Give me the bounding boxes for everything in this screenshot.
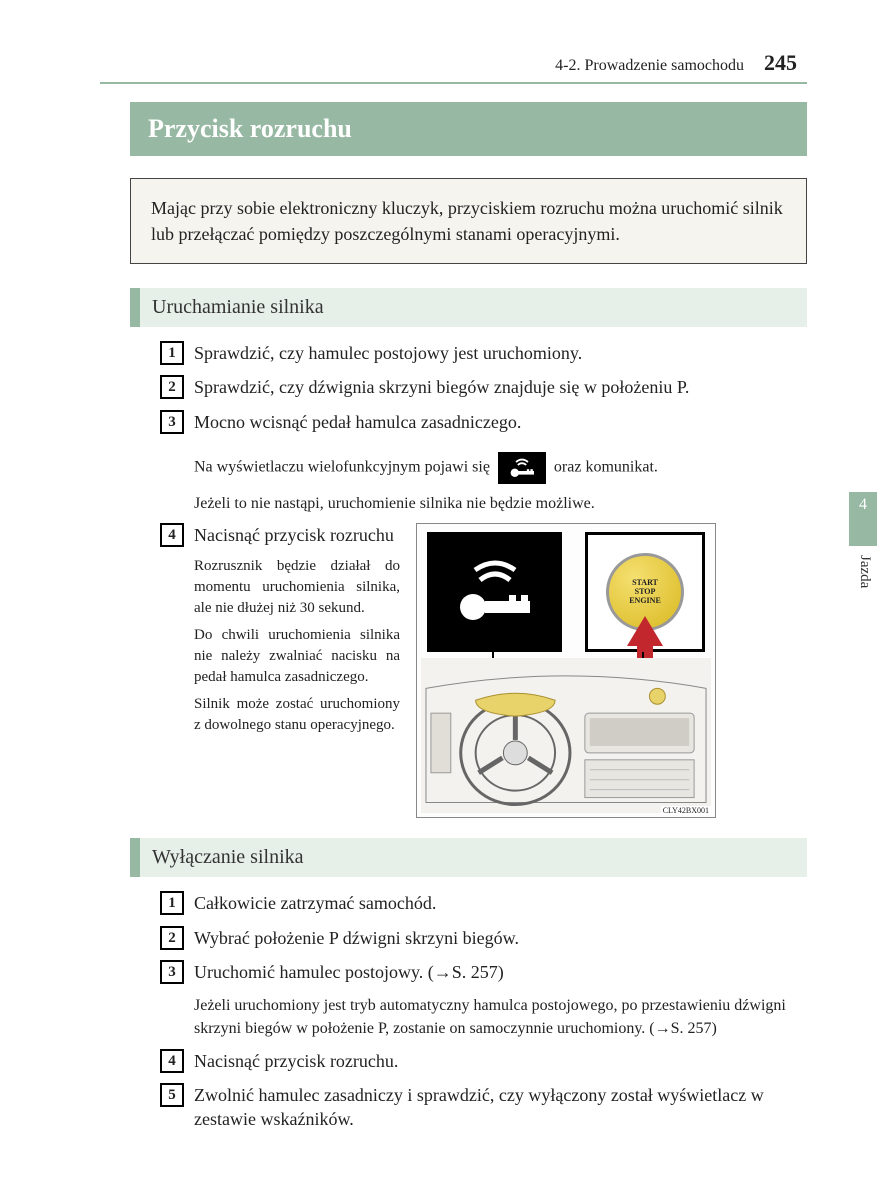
step-text: Sprawdzić, czy hamulec postojowy jest ur… (194, 341, 807, 365)
start-steps-1-3: 1 Sprawdzić, czy hamulec postojowy jest … (160, 341, 807, 434)
step-row: 1 Sprawdzić, czy hamulec postojowy jest … (160, 341, 807, 365)
step-text: Nacisnąć przycisk rozruchu. (194, 1049, 807, 1073)
dashboard-figure: START STOP ENGINE (416, 523, 716, 818)
subtext-pre: Na wyświetlaczu wielofunkcyjnym pojawi s… (194, 459, 490, 476)
substep-auto-brake: Jeżeli uruchomiony jest tryb automatyczn… (194, 994, 807, 1040)
step-text: Nacisnąć przycisk rozruchu (194, 523, 400, 547)
stop-steps: 1 Całkowicie zatrzymać samochód. 2 Wybra… (160, 891, 807, 1131)
callout-key-display (427, 532, 562, 652)
step-number: 3 (160, 960, 184, 984)
step-text: Sprawdzić, czy dźwignia skrzyni biegów z… (194, 375, 807, 399)
step-row: 2 Sprawdzić, czy dźwignia skrzyni biegów… (160, 375, 807, 399)
step4-text-column: 4 Nacisnąć przycisk rozruchu Rozrusznik … (160, 523, 400, 741)
step-row: 4 Nacisnąć przycisk rozruchu. (160, 1049, 807, 1073)
step-number: 2 (160, 926, 184, 950)
subtext-post: oraz komunikat. (554, 459, 658, 476)
key-signal-icon (498, 452, 546, 484)
step-number: 4 (160, 1049, 184, 1073)
step-text: Wybrać położenie P dźwigni skrzyni biegó… (194, 926, 807, 950)
section-heading-start: Uruchamianie silnika (130, 288, 807, 327)
step-number: 2 (160, 375, 184, 399)
substep-display-icon: Na wyświetlaczu wielofunkcyjnym pojawi s… (194, 452, 807, 484)
step-number: 1 (160, 891, 184, 915)
step-row: 5 Zwolnić hamulec zasadniczy i sprawdzić… (160, 1083, 807, 1132)
substep-warning: Jeżeli to nie nastąpi, uruchomienie siln… (194, 492, 807, 515)
step-row: 3 Uruchomić hamulec postojowy. (→S. 257) (160, 960, 807, 984)
chapter-reference: 4-2. Prowadzenie samochodu (555, 57, 744, 75)
step4-para: Silnik może zostać uruchomiony z dowolne… (194, 694, 400, 736)
page-header: 4-2. Prowadzenie samochodu 245 (100, 50, 807, 76)
step-text: Uruchomić hamulec postojowy. (→S. 257) (194, 960, 807, 984)
step-text: Mocno wcisnąć pedał hamulca zasadniczego… (194, 410, 807, 434)
step4-para: Rozrusznik będzie działał do momentu uru… (194, 556, 400, 619)
step-text: Całkowicie zatrzymać samochód. (194, 891, 807, 915)
step-row: 4 Nacisnąć przycisk rozruchu (160, 523, 400, 547)
page-title: Przycisk rozruchu (130, 102, 807, 156)
step-row: 1 Całkowicie zatrzymać samochód. (160, 891, 807, 915)
step-number: 1 (160, 341, 184, 365)
btn-line3: ENGINE (629, 597, 661, 606)
step4-with-figure: 4 Nacisnąć przycisk rozruchu Rozrusznik … (160, 523, 807, 818)
step4-para: Do chwili uruchomienia silnika nie należ… (194, 625, 400, 688)
key-signal-large-icon (445, 552, 545, 632)
header-rule (100, 82, 807, 84)
page-content: 4-2. Prowadzenie samochodu 245 Przycisk … (0, 0, 877, 1181)
step-row: 3 Mocno wcisnąć pedał hamulca zasadnicze… (160, 410, 807, 434)
step-number: 5 (160, 1083, 184, 1107)
side-chapter-label: Jazda (856, 555, 873, 588)
intro-box: Mając przy sobie elektroniczny kluczyk, … (130, 178, 807, 264)
step-number: 4 (160, 523, 184, 547)
dashboard-illustration (421, 658, 711, 813)
red-arrow-icon (627, 616, 663, 646)
step-row: 2 Wybrać położenie P dźwigni skrzyni bie… (160, 926, 807, 950)
figure-code: CLY42BX001 (661, 806, 711, 815)
section-heading-stop: Wyłączanie silnika (130, 838, 807, 877)
side-chapter-tab: 4 (849, 492, 877, 546)
engine-start-button-graphic: START STOP ENGINE (606, 553, 684, 631)
page-number: 245 (764, 50, 797, 76)
step-number: 3 (160, 410, 184, 434)
step-text: Zwolnić hamulec zasadniczy i sprawdzić, … (194, 1083, 807, 1132)
callout-start-button: START STOP ENGINE (585, 532, 705, 652)
